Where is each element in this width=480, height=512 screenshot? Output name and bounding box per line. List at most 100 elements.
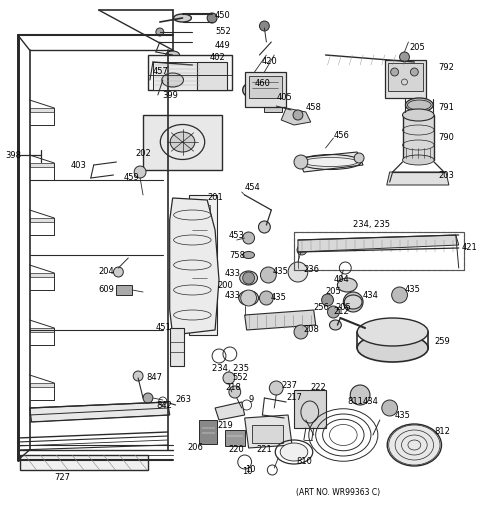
Text: 451: 451 xyxy=(156,324,172,332)
Text: 842: 842 xyxy=(156,400,172,410)
Ellipse shape xyxy=(280,443,308,461)
Text: 453: 453 xyxy=(229,230,245,240)
Circle shape xyxy=(134,166,146,178)
Text: 460: 460 xyxy=(254,78,270,88)
Text: 449: 449 xyxy=(215,41,231,51)
Text: 206: 206 xyxy=(188,443,204,453)
Text: 420: 420 xyxy=(262,57,277,67)
Circle shape xyxy=(258,221,270,233)
Text: 263: 263 xyxy=(176,395,192,404)
Text: 450: 450 xyxy=(215,11,231,20)
Bar xyxy=(197,62,227,90)
Bar xyxy=(294,390,325,428)
Text: 217: 217 xyxy=(286,394,302,402)
Text: 219: 219 xyxy=(217,420,233,430)
Ellipse shape xyxy=(174,14,192,22)
Text: 237: 237 xyxy=(281,380,297,390)
Text: 458: 458 xyxy=(306,103,322,113)
Text: 402: 402 xyxy=(209,53,225,62)
Text: 221: 221 xyxy=(256,445,272,455)
Bar xyxy=(249,76,282,98)
Text: 421: 421 xyxy=(462,244,478,252)
Circle shape xyxy=(133,371,143,381)
Bar xyxy=(117,285,132,295)
Circle shape xyxy=(207,13,217,23)
Ellipse shape xyxy=(403,109,434,121)
Text: 790: 790 xyxy=(438,134,454,142)
Text: 204: 204 xyxy=(99,267,114,276)
Text: 202: 202 xyxy=(135,148,151,158)
Text: 203: 203 xyxy=(438,170,454,180)
Circle shape xyxy=(143,393,153,403)
Bar xyxy=(190,195,217,335)
Ellipse shape xyxy=(166,51,180,59)
Circle shape xyxy=(410,68,418,76)
Polygon shape xyxy=(30,328,54,332)
Text: 434: 434 xyxy=(363,291,379,301)
Ellipse shape xyxy=(387,424,442,466)
Polygon shape xyxy=(30,163,54,167)
Ellipse shape xyxy=(357,318,428,346)
Text: 9: 9 xyxy=(249,395,254,404)
Circle shape xyxy=(260,291,273,305)
Text: 433: 433 xyxy=(225,269,241,279)
Ellipse shape xyxy=(170,132,195,152)
Polygon shape xyxy=(20,455,148,470)
Text: 10: 10 xyxy=(245,465,255,475)
Bar xyxy=(252,425,283,443)
Circle shape xyxy=(293,110,303,120)
Circle shape xyxy=(294,325,308,339)
Ellipse shape xyxy=(240,271,257,285)
Text: 212: 212 xyxy=(334,308,349,316)
Text: 222: 222 xyxy=(311,383,326,393)
Circle shape xyxy=(350,385,370,405)
Text: 847: 847 xyxy=(146,373,162,382)
Bar xyxy=(388,63,423,91)
Circle shape xyxy=(294,155,308,169)
Polygon shape xyxy=(281,108,311,125)
Circle shape xyxy=(354,153,364,163)
Circle shape xyxy=(327,306,339,318)
Text: 433: 433 xyxy=(225,290,241,300)
Polygon shape xyxy=(30,383,54,387)
Circle shape xyxy=(229,386,241,398)
Bar xyxy=(294,232,464,270)
Ellipse shape xyxy=(329,320,341,330)
Circle shape xyxy=(243,272,254,284)
Text: 404: 404 xyxy=(334,275,349,285)
Circle shape xyxy=(223,372,235,384)
Polygon shape xyxy=(170,198,219,335)
Text: 399: 399 xyxy=(163,91,179,99)
Text: 256: 256 xyxy=(314,304,330,312)
Bar xyxy=(199,420,217,444)
Text: 609: 609 xyxy=(99,286,115,294)
Text: 727: 727 xyxy=(54,474,70,482)
Text: 205: 205 xyxy=(325,288,341,296)
Polygon shape xyxy=(30,218,54,222)
Polygon shape xyxy=(245,310,316,330)
Text: 812: 812 xyxy=(434,428,450,437)
Text: 220: 220 xyxy=(229,445,245,455)
Circle shape xyxy=(343,292,363,312)
Ellipse shape xyxy=(406,98,433,112)
Bar xyxy=(264,100,282,112)
Bar xyxy=(245,72,286,107)
Text: 398: 398 xyxy=(5,151,21,160)
Polygon shape xyxy=(298,152,363,172)
Text: 434: 434 xyxy=(363,397,379,407)
Text: 457: 457 xyxy=(153,68,169,76)
Text: 791: 791 xyxy=(438,103,454,113)
Text: 552: 552 xyxy=(215,28,231,36)
Circle shape xyxy=(392,287,408,303)
Polygon shape xyxy=(245,415,292,448)
Bar xyxy=(192,250,210,285)
Bar xyxy=(143,115,222,170)
Text: 205: 205 xyxy=(336,304,351,312)
Text: 459: 459 xyxy=(123,174,139,182)
Text: 201: 201 xyxy=(207,194,223,203)
Text: 758: 758 xyxy=(229,250,245,260)
Circle shape xyxy=(260,21,269,31)
Ellipse shape xyxy=(344,295,362,309)
Ellipse shape xyxy=(357,334,428,362)
Text: 205: 205 xyxy=(409,44,425,53)
